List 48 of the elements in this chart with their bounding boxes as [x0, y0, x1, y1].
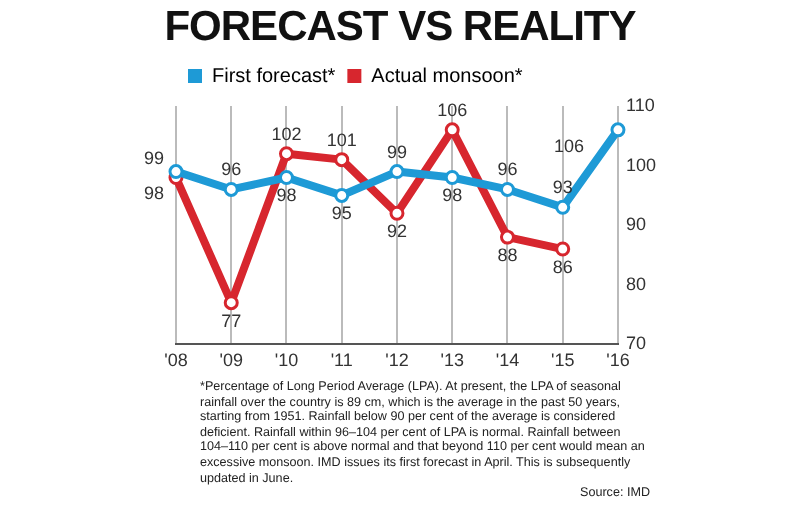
point	[555, 199, 571, 215]
data-label: 98	[143, 183, 164, 204]
data-label: 106	[437, 99, 468, 120]
data-label: 99	[386, 141, 407, 162]
data-label: 96	[221, 159, 242, 180]
data-label: 77	[221, 310, 242, 331]
point	[168, 164, 184, 180]
data-label: 92	[386, 221, 407, 242]
point	[278, 146, 294, 162]
data-label: 95	[331, 203, 352, 224]
y-tick-label: 90	[625, 214, 646, 235]
data-label: 101	[326, 129, 357, 150]
point	[499, 181, 515, 197]
x-tick-label: '10	[274, 350, 299, 371]
data-label: 106	[553, 135, 584, 156]
point	[444, 170, 460, 186]
data-label: 88	[497, 245, 518, 266]
data-label: 99	[143, 147, 164, 168]
y-tick-label: 70	[625, 333, 646, 354]
y-tick-label: 80	[625, 273, 646, 294]
point	[389, 205, 405, 221]
chart-title: FORECAST VS REALITY	[162, 4, 638, 52]
x-tick-label: '09	[219, 350, 243, 371]
y-tick-label: 100	[625, 154, 657, 175]
point	[555, 241, 571, 257]
x-tick-label: '08	[164, 350, 188, 371]
data-label: 96	[497, 159, 518, 180]
point	[610, 122, 626, 138]
point	[389, 164, 405, 180]
data-label: 98	[442, 185, 463, 206]
point	[499, 229, 515, 245]
point	[223, 181, 239, 197]
data-label: 86	[552, 257, 573, 278]
data-label: 93	[552, 177, 573, 198]
data-label: 102	[271, 123, 302, 144]
x-tick-label: '12	[385, 350, 409, 371]
legend-label: Actual monsoon*	[371, 65, 523, 88]
x-tick-label: '11	[330, 350, 353, 371]
x-tick-label: '13	[440, 350, 464, 371]
x-tick-label: '15	[550, 350, 575, 371]
data-label: 98	[276, 185, 297, 206]
point	[278, 170, 294, 186]
x-tick-label: '14	[495, 350, 520, 371]
point	[334, 187, 350, 203]
legend-label: First forecast*	[212, 65, 336, 88]
x-tick-label: '16	[606, 350, 630, 371]
point	[334, 152, 350, 168]
y-tick-label: 110	[625, 94, 655, 115]
